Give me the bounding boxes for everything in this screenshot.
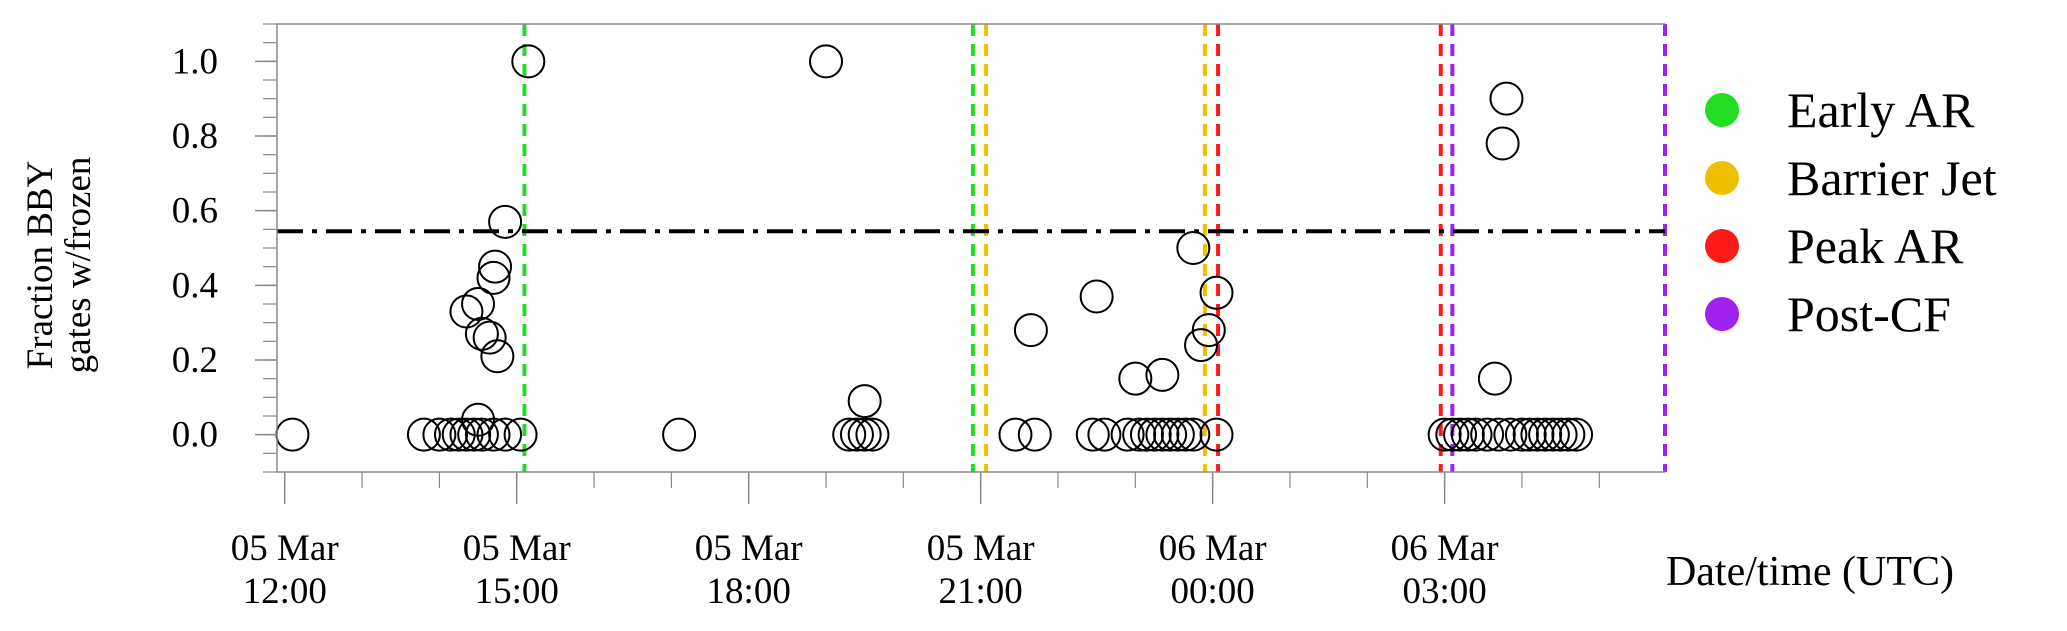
data-point: [1427, 417, 1462, 452]
data-point: [809, 44, 844, 79]
data-point: [449, 294, 484, 329]
data-point: [1543, 417, 1578, 452]
legend-marker: [1705, 229, 1739, 263]
data-point: [662, 417, 697, 452]
data-point: [1489, 81, 1524, 116]
legend-marker: [1705, 161, 1739, 195]
legend-marker: [1705, 297, 1739, 331]
y-tick-label: 0.0: [172, 415, 218, 456]
data-point: [1017, 417, 1052, 452]
legend: Early AR Barrier Jet Peak AR Post-CF: [1705, 82, 1997, 342]
y-tick-label: 0.2: [172, 340, 218, 381]
data-point: [1153, 417, 1188, 452]
data-point: [1176, 231, 1211, 265]
data-point: [406, 417, 441, 452]
y-axis-title-line2: gates w/frozen: [58, 157, 99, 374]
y-tick-label: 0.4: [172, 265, 218, 306]
x-tick-label-time: 21:00: [939, 571, 1023, 612]
data-point: [1184, 328, 1219, 363]
data-point: [847, 384, 882, 419]
data-point: [1470, 417, 1505, 452]
y-tick-label: 1.0: [172, 41, 218, 82]
data-point: [855, 417, 890, 452]
x-axis-title: Date/time (UTC): [1666, 549, 1954, 595]
data-point: [503, 417, 538, 452]
legend-label: Peak AR: [1787, 218, 1964, 274]
data-point: [480, 339, 515, 374]
data-point: [1458, 417, 1493, 452]
legend-label: Early AR: [1787, 82, 1975, 138]
data-point: [998, 417, 1033, 452]
data-point: [476, 260, 511, 295]
data-point: [464, 417, 499, 452]
data-point: [457, 417, 492, 452]
x-tick-label-time: 15:00: [475, 571, 559, 612]
data-point: [847, 417, 882, 452]
regime-lines: [277, 24, 1667, 472]
x-tick-label-date: 05 Mar: [927, 528, 1035, 569]
data-point: [1168, 417, 1203, 452]
data-point: [1110, 417, 1145, 452]
data-point: [1075, 417, 1110, 452]
data-point: [1079, 279, 1114, 314]
data-point: [1145, 417, 1180, 452]
data-point: [275, 417, 310, 452]
data-point: [1176, 417, 1211, 452]
data-point: [1559, 417, 1594, 452]
data-point: [478, 249, 513, 284]
data-point: [1504, 417, 1539, 452]
data-point: [1520, 417, 1555, 452]
x-tick-label-date: 05 Mar: [463, 528, 571, 569]
data-point: [511, 44, 546, 79]
data-point: [1199, 417, 1234, 452]
data-point: [1199, 275, 1234, 310]
data-point: [1087, 417, 1122, 452]
data-point: [1485, 126, 1520, 161]
data-point: [1145, 357, 1180, 392]
data-point: [1137, 417, 1172, 452]
legend-label: Post-CF: [1787, 286, 1951, 342]
x-tick-label-time: 18:00: [707, 571, 791, 612]
data-point: [422, 417, 457, 452]
data-point: [1122, 417, 1157, 452]
legend-label: Barrier Jet: [1787, 150, 1997, 206]
x-tick-label-date: 05 Mar: [695, 528, 803, 569]
x-tick-label-date: 06 Mar: [1391, 528, 1499, 569]
x-tick-label-date: 06 Mar: [1159, 528, 1267, 569]
data-point: [1535, 417, 1570, 452]
y-tick-label: 0.8: [172, 116, 218, 157]
data-point: [461, 287, 496, 321]
data-point: [1118, 361, 1153, 396]
data-point: [488, 204, 523, 239]
data-point: [1450, 417, 1485, 452]
y-tick-label: 0.6: [172, 191, 218, 232]
x-tick-label-date: 05 Mar: [231, 528, 339, 569]
data-points: [275, 44, 1594, 452]
data-point: [488, 417, 523, 452]
data-point: [1443, 417, 1478, 452]
data-point: [839, 417, 874, 452]
data-point: [1512, 417, 1547, 452]
data-point: [461, 402, 496, 437]
x-tick-label-time: 12:00: [243, 571, 327, 612]
data-point: [1013, 313, 1048, 348]
data-point: [1528, 417, 1563, 452]
data-point: [1551, 417, 1586, 452]
legend-marker: [1705, 93, 1739, 127]
data-point: [1481, 417, 1516, 452]
data-point: [1435, 417, 1470, 452]
data-point: [1160, 417, 1195, 452]
data-point: [433, 417, 468, 452]
data-point: [472, 320, 507, 355]
data-point: [1129, 417, 1164, 452]
x-tick-label-time: 03:00: [1402, 571, 1486, 612]
data-point: [1477, 361, 1512, 396]
data-point: [1493, 417, 1528, 452]
data-point: [832, 417, 867, 452]
x-tick-label-time: 00:00: [1171, 571, 1255, 612]
data-point: [1191, 313, 1226, 348]
y-axis-title-line1: Fraction BBY: [20, 161, 61, 370]
